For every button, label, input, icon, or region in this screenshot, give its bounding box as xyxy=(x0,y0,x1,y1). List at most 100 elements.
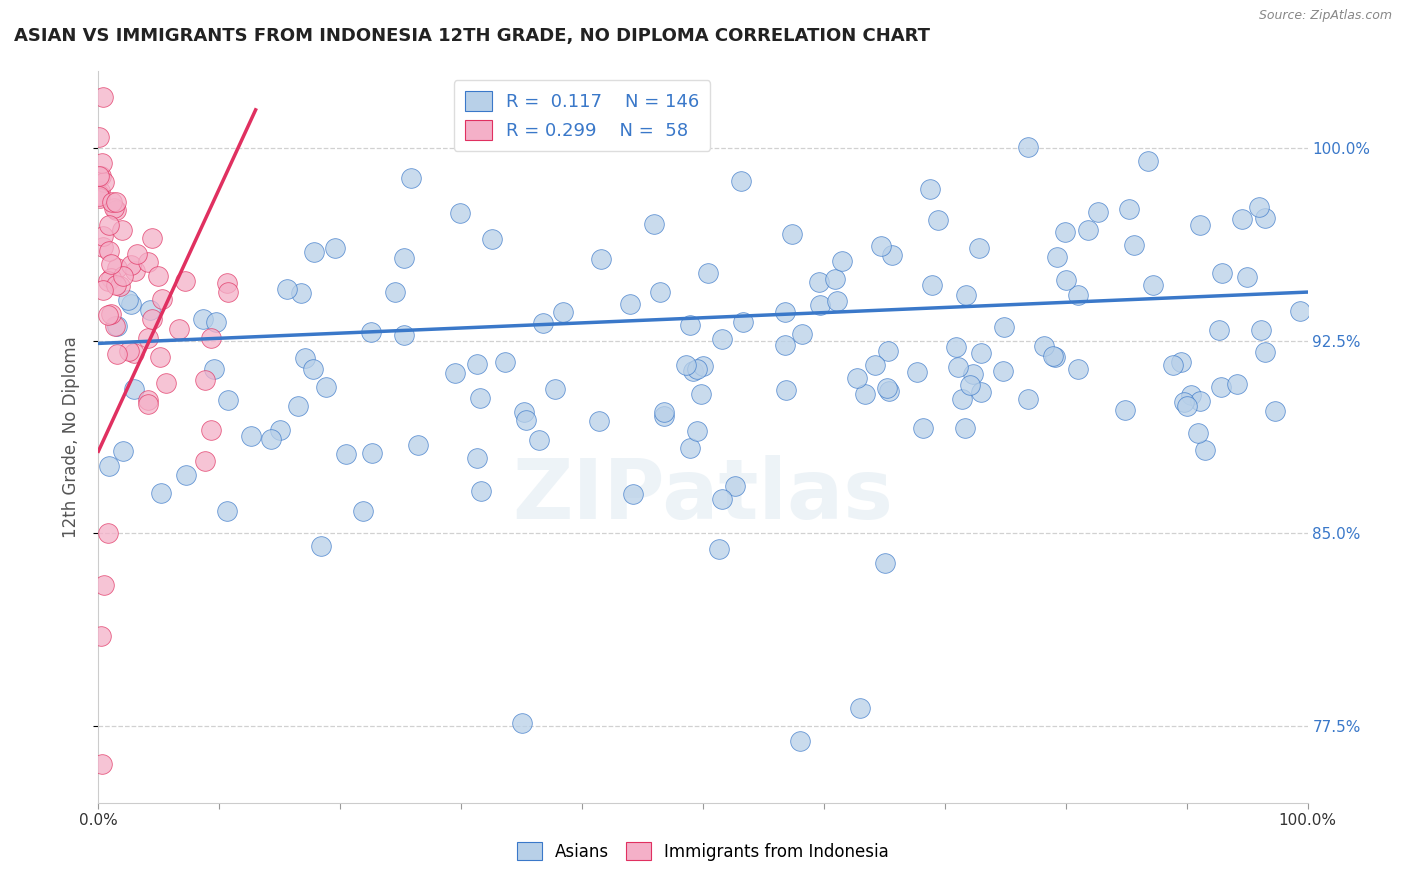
Point xyxy=(876,381,898,395)
Point xyxy=(194,373,217,387)
Point xyxy=(352,504,374,518)
Point xyxy=(93,175,115,189)
Point xyxy=(692,359,714,373)
Point xyxy=(1017,392,1039,406)
Point xyxy=(91,228,114,243)
Point xyxy=(117,343,139,358)
Point xyxy=(696,267,718,281)
Y-axis label: 12th Grade, No Diploma: 12th Grade, No Diploma xyxy=(62,336,80,538)
Point xyxy=(588,414,610,428)
Point xyxy=(465,450,488,465)
Point xyxy=(882,248,904,262)
Point xyxy=(1188,218,1211,232)
Point xyxy=(120,296,142,310)
Point xyxy=(138,397,160,411)
Point xyxy=(515,412,537,426)
Point xyxy=(93,577,115,591)
Point xyxy=(1194,442,1216,457)
Point xyxy=(302,244,325,259)
Point xyxy=(991,364,1014,378)
Point xyxy=(239,429,262,443)
Point xyxy=(918,182,941,196)
Point xyxy=(544,382,567,396)
Point xyxy=(87,186,110,201)
Point xyxy=(955,287,977,301)
Point xyxy=(650,285,672,299)
Point xyxy=(1289,304,1312,318)
Point xyxy=(150,485,173,500)
Point xyxy=(993,319,1015,334)
Point xyxy=(149,350,172,364)
Point xyxy=(89,130,111,145)
Point xyxy=(1253,344,1275,359)
Point xyxy=(824,272,846,286)
Point xyxy=(711,491,734,506)
Point xyxy=(122,346,145,360)
Point xyxy=(1209,380,1232,394)
Point xyxy=(948,359,970,374)
Point xyxy=(773,305,796,319)
Point xyxy=(970,346,993,360)
Point xyxy=(104,278,127,293)
Point xyxy=(287,399,309,413)
Point xyxy=(169,322,191,336)
Point xyxy=(91,283,114,297)
Point xyxy=(531,316,554,330)
Point xyxy=(117,293,139,308)
Point xyxy=(1054,273,1077,287)
Point xyxy=(1226,376,1249,391)
Point xyxy=(315,380,337,394)
Point xyxy=(831,254,853,268)
Point xyxy=(91,757,114,772)
Point xyxy=(682,364,704,378)
Point xyxy=(1118,202,1140,216)
Point xyxy=(875,556,897,570)
Point xyxy=(1230,212,1253,227)
Point xyxy=(1173,395,1195,409)
Point xyxy=(104,195,127,210)
Point xyxy=(927,212,949,227)
Point xyxy=(707,542,730,557)
Point xyxy=(124,263,146,277)
Point xyxy=(1136,154,1159,169)
Point xyxy=(853,386,876,401)
Point xyxy=(711,332,734,346)
Point xyxy=(807,275,830,289)
Point xyxy=(686,424,709,438)
Point xyxy=(481,232,503,246)
Point xyxy=(141,231,163,245)
Point xyxy=(112,443,135,458)
Point xyxy=(443,367,465,381)
Point xyxy=(733,315,755,329)
Point xyxy=(215,277,238,291)
Point xyxy=(174,468,197,483)
Point xyxy=(125,246,148,260)
Point xyxy=(194,454,217,468)
Point xyxy=(360,325,382,339)
Point xyxy=(105,346,128,360)
Point xyxy=(470,483,492,498)
Point xyxy=(204,361,226,376)
Point xyxy=(1017,140,1039,154)
Point xyxy=(962,367,984,381)
Point xyxy=(1211,266,1233,280)
Point xyxy=(91,90,114,104)
Point xyxy=(967,241,990,255)
Legend: Asians, Immigrants from Indonesia: Asians, Immigrants from Indonesia xyxy=(510,836,896,868)
Point xyxy=(1042,350,1064,364)
Point xyxy=(494,355,516,369)
Point xyxy=(877,384,900,398)
Point xyxy=(1250,323,1272,337)
Text: ZIPatlas: ZIPatlas xyxy=(513,455,893,536)
Point xyxy=(173,275,195,289)
Point xyxy=(1054,225,1077,239)
Point xyxy=(1087,205,1109,219)
Point xyxy=(91,156,114,170)
Point xyxy=(1032,339,1054,353)
Point xyxy=(619,296,641,310)
Point xyxy=(790,327,813,342)
Point xyxy=(773,338,796,352)
Point xyxy=(1264,403,1286,417)
Point xyxy=(686,362,709,376)
Point xyxy=(527,433,550,447)
